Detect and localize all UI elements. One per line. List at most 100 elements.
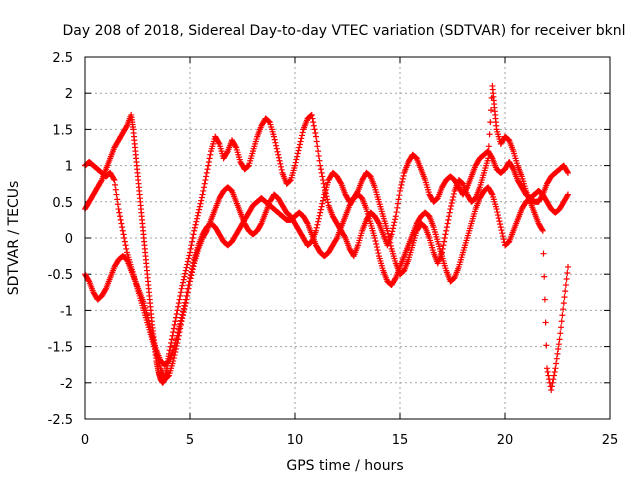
data-point-track-c bbox=[539, 226, 546, 233]
data-point-track-a bbox=[179, 282, 186, 289]
data-point-track-c bbox=[354, 189, 361, 196]
data-point-track-a bbox=[393, 209, 400, 216]
data-point-track-a bbox=[170, 325, 177, 332]
data-point-track-c bbox=[553, 355, 560, 362]
data-point-track-a bbox=[192, 221, 199, 228]
data-point-track-c bbox=[448, 200, 455, 207]
data-point-track-c bbox=[178, 318, 185, 325]
data-point-track-b bbox=[333, 236, 340, 243]
data-point-track-c bbox=[173, 342, 180, 349]
data-point-track-b bbox=[112, 181, 119, 188]
data-point-track-b bbox=[113, 191, 120, 198]
data-point-track-c bbox=[177, 321, 184, 328]
data-point-track-a bbox=[198, 197, 205, 204]
data-point-track-c bbox=[319, 200, 326, 207]
data-point-track-a bbox=[314, 143, 321, 150]
y-axis-label: SDTVAR / TECUs bbox=[6, 181, 22, 296]
data-point-track-a bbox=[174, 307, 181, 314]
data-point-track-a bbox=[194, 215, 200, 222]
data-point-track-c bbox=[443, 227, 450, 234]
data-point-track-c bbox=[486, 131, 493, 138]
data-point-track-a bbox=[98, 178, 105, 185]
data-point-track-b bbox=[112, 186, 119, 193]
data-point-track-c bbox=[556, 336, 563, 343]
data-point-track-b bbox=[493, 206, 500, 213]
data-point-track-c bbox=[450, 193, 457, 200]
data-point-track-a bbox=[171, 321, 178, 328]
data-point-track-a bbox=[318, 169, 325, 176]
data-point-track-a bbox=[394, 204, 401, 211]
data-point-track-a bbox=[311, 126, 318, 133]
data-point-track-a bbox=[200, 187, 207, 194]
data-point-track-b bbox=[303, 219, 310, 226]
data-point-track-b bbox=[499, 233, 506, 240]
data-point-track-a bbox=[168, 336, 175, 343]
data-point-track-a bbox=[275, 151, 282, 158]
data-point-track-a bbox=[390, 225, 396, 232]
y-tick-label: 0.5 bbox=[52, 196, 73, 211]
x-tick-label: 5 bbox=[186, 433, 194, 448]
x-tick-label: 10 bbox=[287, 433, 304, 448]
y-tick-label: -1 bbox=[60, 304, 73, 319]
data-point-track-c bbox=[187, 275, 194, 282]
data-point-track-a bbox=[204, 166, 211, 173]
y-tick-label: -2.5 bbox=[48, 413, 73, 428]
x-tick-label: 20 bbox=[497, 433, 514, 448]
data-point-track-a bbox=[397, 187, 403, 194]
data-point-track-c bbox=[385, 230, 392, 237]
data-point-track-a bbox=[278, 166, 285, 173]
data-point-track-a bbox=[191, 224, 198, 231]
data-point-track-c bbox=[179, 315, 186, 322]
axis-tick-labels: 0 5 10 15 20 25 -2.5 -2 -1.5 -1 -0.5 0 0.5 1 1.5 2 2.5 bbox=[48, 51, 619, 448]
data-point-track-a bbox=[392, 216, 399, 223]
data-point-track-a bbox=[170, 329, 177, 336]
data-point-track-a bbox=[194, 212, 201, 219]
data-point-track-c bbox=[186, 282, 193, 289]
data-point-track-a bbox=[190, 231, 197, 238]
data-point-track-a bbox=[298, 135, 305, 142]
data-point-track-b bbox=[374, 247, 381, 254]
data-point-track-b bbox=[498, 227, 505, 234]
data-point-track-a bbox=[277, 160, 284, 167]
data-point-track-c bbox=[488, 107, 494, 114]
data-point-track-c bbox=[184, 292, 191, 299]
data-point-track-a bbox=[397, 184, 404, 191]
data-point-track-a bbox=[193, 218, 200, 225]
data-point-track-b bbox=[121, 235, 128, 241]
data-point-track-a bbox=[287, 177, 294, 184]
data-point-track-a bbox=[182, 267, 189, 274]
data-point-track-c bbox=[177, 325, 184, 332]
data-point-track-b bbox=[565, 191, 571, 198]
data-point-track-a bbox=[400, 172, 407, 179]
data-point-track-a bbox=[341, 233, 348, 240]
data-point-track-c bbox=[445, 216, 452, 223]
data-point-track-a bbox=[182, 270, 189, 277]
data-point-track-a bbox=[509, 165, 516, 172]
data-point-track-a bbox=[389, 228, 396, 235]
data-point-track-c bbox=[565, 263, 571, 270]
x-axis-label: GPS time / hours bbox=[286, 458, 403, 474]
data-point-track-b bbox=[372, 238, 379, 245]
data-point-track-c bbox=[439, 245, 446, 252]
y-tick-label: -2 bbox=[60, 377, 73, 392]
data-point-track-a bbox=[315, 148, 322, 155]
data-point-track-c bbox=[446, 209, 453, 216]
data-point-track-a bbox=[180, 279, 186, 286]
data-point-track-b bbox=[119, 224, 126, 231]
data-point-track-b bbox=[499, 230, 506, 237]
data-point-track-a bbox=[293, 156, 300, 163]
data-point-track-c bbox=[386, 236, 393, 243]
data-point-track-c bbox=[440, 242, 447, 249]
data-point-track-a bbox=[275, 154, 282, 161]
data-point-track-a bbox=[313, 138, 320, 145]
data-point-track-a bbox=[294, 153, 301, 160]
data-point-track-a bbox=[297, 138, 304, 145]
data-point-track-a bbox=[180, 276, 187, 283]
data-point-track-a bbox=[177, 289, 184, 296]
data-point-track-b bbox=[392, 276, 399, 283]
data-point-track-b bbox=[121, 238, 128, 245]
data-point-track-a bbox=[266, 118, 273, 125]
data-point-track-c bbox=[181, 306, 188, 313]
data-point-track-c bbox=[555, 346, 562, 353]
